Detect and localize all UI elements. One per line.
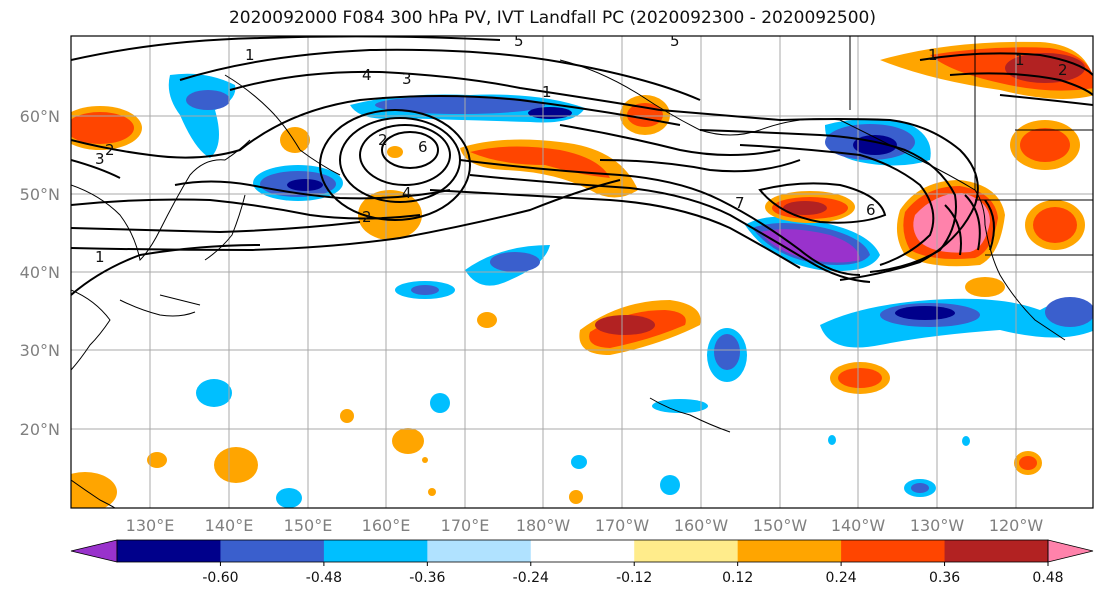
colorbar-extend-min bbox=[70, 539, 118, 563]
graticule bbox=[71, 36, 1093, 508]
colorbar-segment bbox=[117, 540, 221, 562]
svg-text:2: 2 bbox=[378, 131, 388, 149]
colorbar-segment bbox=[944, 540, 1049, 562]
lon-tick-label: 160°W bbox=[674, 516, 729, 535]
svg-text:4: 4 bbox=[402, 184, 412, 202]
lon-tick-label: 140°W bbox=[831, 516, 886, 535]
contour-labels: 1 4 3 5 5 2 6 2 4 1 3 2 1 7 6 1 1 2 bbox=[95, 32, 1068, 266]
colorbar-tick-label: -0.60 bbox=[202, 570, 238, 586]
colorbar-extend-max bbox=[1047, 539, 1094, 563]
lon-tick-label: 170°E bbox=[441, 516, 490, 535]
svg-text:1: 1 bbox=[245, 46, 255, 64]
pv-anomaly-fills bbox=[71, 41, 1093, 508]
colorbar-tick-label: -0.48 bbox=[306, 570, 342, 586]
colorbar-tick-label: 0.48 bbox=[1032, 570, 1063, 586]
lon-tick-label: 180°W bbox=[516, 516, 571, 535]
colorbar-segment bbox=[737, 540, 842, 562]
svg-text:7: 7 bbox=[735, 194, 745, 212]
svg-text:1: 1 bbox=[1015, 51, 1025, 69]
colorbar-tick-label: -0.12 bbox=[616, 570, 652, 586]
colorbar-tick-label: 0.12 bbox=[722, 570, 753, 586]
lat-ticks: 60°N 50°N 40°N 30°N 20°N bbox=[20, 107, 60, 439]
svg-text:1: 1 bbox=[542, 83, 552, 101]
svg-text:2: 2 bbox=[362, 208, 372, 226]
lon-tick-label: 170°W bbox=[595, 516, 650, 535]
svg-text:1: 1 bbox=[95, 248, 105, 266]
svg-text:6: 6 bbox=[418, 138, 428, 156]
svg-text:2: 2 bbox=[1058, 61, 1068, 79]
colorbar-tick-label: -0.24 bbox=[513, 570, 549, 586]
lat-tick-label: 50°N bbox=[20, 185, 60, 204]
colorbar-tick-label: 0.24 bbox=[826, 570, 857, 586]
colorbar bbox=[70, 539, 1094, 563]
lon-ticks: 130°E 140°E 150°E 160°E 170°E 180°W 170°… bbox=[126, 516, 1044, 535]
map-title: 2020092000 F084 300 hPa PV, IVT Landfall… bbox=[228, 8, 876, 28]
svg-text:5: 5 bbox=[514, 32, 524, 50]
colorbar-segment bbox=[323, 540, 428, 562]
map-content: 1 4 3 5 5 2 6 2 4 1 3 2 1 7 6 1 1 2 bbox=[71, 32, 1093, 508]
svg-text:2: 2 bbox=[105, 141, 115, 159]
colorbar-segment bbox=[841, 540, 946, 562]
svg-text:4: 4 bbox=[362, 66, 372, 84]
lat-tick-label: 20°N bbox=[20, 420, 60, 439]
height-contours bbox=[71, 36, 1093, 296]
lon-tick-label: 150°W bbox=[753, 516, 808, 535]
lat-tick-label: 60°N bbox=[20, 107, 60, 126]
colorbar-tick-label: 0.36 bbox=[929, 570, 960, 586]
colorbar-segment bbox=[634, 540, 739, 562]
colorbar-segment bbox=[427, 540, 532, 562]
lat-tick-label: 30°N bbox=[20, 341, 60, 360]
lon-tick-label: 130°W bbox=[910, 516, 965, 535]
colorbar-segment bbox=[530, 540, 635, 562]
lat-tick-label: 40°N bbox=[20, 263, 60, 282]
lon-tick-label: 140°E bbox=[205, 516, 254, 535]
colorbar-tick-label: -0.36 bbox=[409, 570, 445, 586]
svg-text:1: 1 bbox=[928, 46, 938, 64]
colorbar-frame bbox=[116, 539, 1049, 563]
colorbar-labels: -0.60 -0.48 -0.36 -0.24 -0.12 0.12 0.24 0.36 0.4… bbox=[202, 562, 1064, 586]
lon-tick-label: 160°E bbox=[362, 516, 411, 535]
lon-tick-label: 130°E bbox=[126, 516, 175, 535]
svg-text:5: 5 bbox=[670, 32, 680, 50]
map-frame bbox=[70, 35, 1094, 509]
lon-tick-label: 120°W bbox=[989, 516, 1044, 535]
svg-text:3: 3 bbox=[402, 70, 412, 88]
lon-tick-label: 150°E bbox=[284, 516, 333, 535]
svg-text:6: 6 bbox=[866, 201, 876, 219]
colorbar-segment bbox=[220, 540, 325, 562]
svg-text:3: 3 bbox=[95, 150, 105, 168]
